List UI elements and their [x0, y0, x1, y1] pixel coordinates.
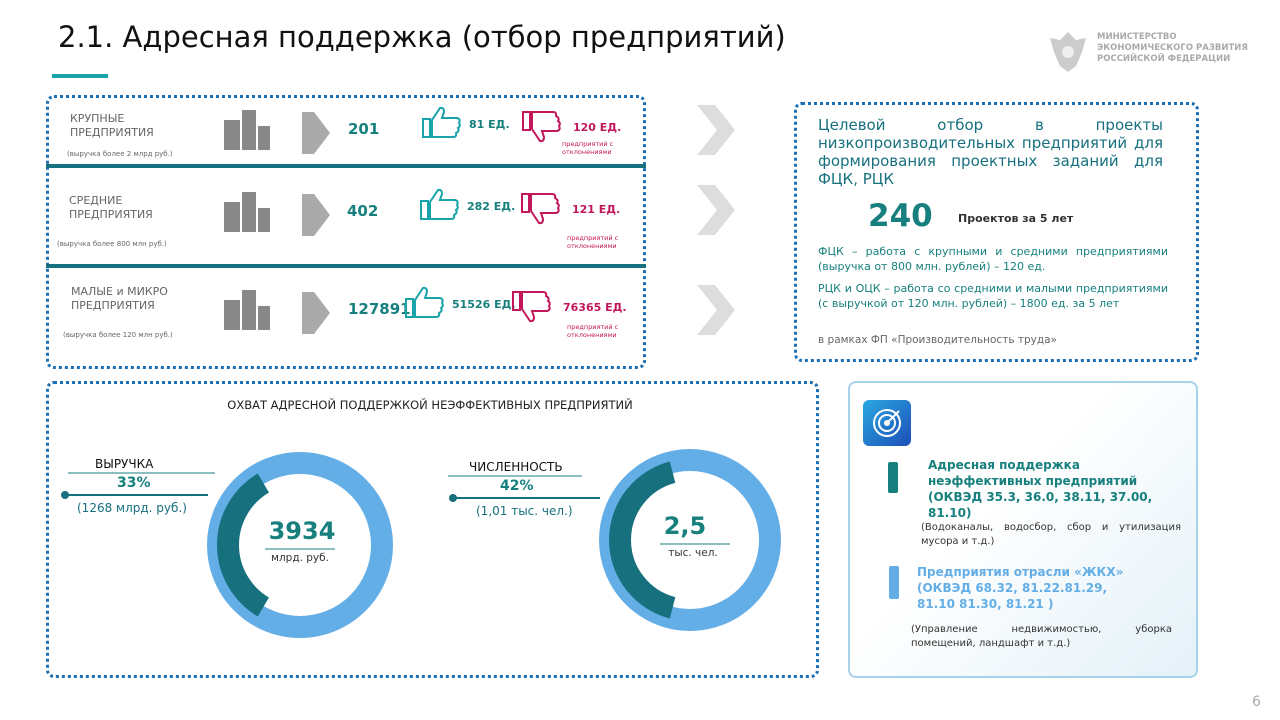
- donut-total: 3934: [268, 517, 336, 545]
- coverage-box: [46, 381, 819, 678]
- icon-shape: [420, 188, 459, 220]
- building-icon: [224, 192, 270, 232]
- arrow-icon: [302, 112, 330, 154]
- icon: [521, 193, 560, 225]
- pointer-dot: [61, 491, 69, 499]
- building: [224, 192, 270, 232]
- arrow: [302, 112, 330, 154]
- thumb-up: [422, 106, 461, 138]
- groups-box: [46, 95, 646, 369]
- donut-detail: (1268 млрд. руб.): [77, 501, 187, 515]
- group-note: (выручка более 800 млн руб.): [57, 240, 167, 248]
- icon-shape: [422, 106, 461, 138]
- rejected-note: предприятий с отклонениями: [562, 140, 614, 156]
- approved: 282 ЕД.: [467, 200, 516, 213]
- donut-label: ВЫРУЧКА: [95, 457, 154, 471]
- target-box: [794, 102, 1199, 362]
- building-icon: [224, 290, 270, 330]
- icon: [522, 111, 561, 143]
- donuts: [61, 449, 781, 638]
- icon-shape: [522, 111, 561, 143]
- target-paragraph: ФЦК – работа с крупными и средними предп…: [818, 245, 1168, 273]
- ministry-line: ЭКОНОМИЧЕСКОГО РАЗВИТИЯ: [1097, 43, 1248, 53]
- arrow: [302, 292, 330, 334]
- thumb-down: [512, 291, 551, 323]
- donut-segment: [609, 461, 676, 619]
- donut-detail: (1,01 тыс. чел.): [476, 504, 573, 518]
- ministry-line: МИНИСТЕРСТВО: [1097, 32, 1177, 42]
- icon-shape: [512, 291, 551, 323]
- group-note: (выручка более 120 млн руб.): [63, 331, 173, 339]
- target-footnote: в рамках ФП «Производительность труда»: [818, 334, 1057, 346]
- donut-segment: [217, 473, 270, 617]
- pointer-dot: [449, 494, 457, 502]
- group-name: СРЕДНИЕ ПРЕДПРИЯТИЯ: [69, 194, 153, 221]
- icon-shape: [405, 286, 444, 318]
- thumb-down: [522, 111, 561, 143]
- donut-unit: млрд. руб.: [271, 552, 329, 564]
- icon-shape: [521, 193, 560, 225]
- target-text: Целевой отбор в проекты низкопроизводите…: [818, 116, 1163, 188]
- rejected-note: предприятий с отклонениями: [567, 323, 619, 339]
- icon: [422, 106, 461, 138]
- donut-total: 2,5: [663, 512, 707, 540]
- coverage-title: ОХВАТ АДРЕСНОЙ ПОДДЕРЖКОЙ НЕЭФФЕКТИВНЫХ …: [227, 398, 633, 412]
- legend-title: Адресная поддержка неэффективных предпри…: [928, 458, 1153, 520]
- donut-share: 42%: [500, 478, 534, 494]
- group-total: 402: [347, 202, 379, 220]
- ministry-line: РОССИЙСКОЙ ФЕДЕРАЦИИ: [1097, 54, 1231, 64]
- building-icon: [224, 110, 270, 150]
- legend-bar: [889, 566, 899, 599]
- group-total: 127891: [348, 300, 411, 318]
- building: [224, 110, 270, 150]
- thumb-down: [521, 193, 560, 225]
- target-count-label: Проектов за 5 лет: [958, 212, 1074, 225]
- group-name: МАЛЫЕ и МИКРО ПРЕДПРИЯТИЯ: [71, 285, 168, 312]
- thumb-up: [405, 286, 444, 318]
- legend-note: (Управление недвижимостью, уборка помеще…: [911, 624, 1172, 649]
- building: [224, 290, 270, 330]
- approved: 51526 ЕД.: [452, 298, 516, 311]
- donut-label: ЧИСЛЕННОСТЬ: [469, 460, 563, 474]
- separator: [46, 164, 646, 168]
- icon: [512, 291, 551, 323]
- donut-share: 33%: [117, 475, 151, 491]
- rejected-note: предприятий с отклонениями: [567, 234, 619, 250]
- ministry: МИНИСТЕРСТВО ЭКОНОМИЧЕСКОГО РАЗВИТИЯ РОССИ…: [1097, 32, 1248, 65]
- rejected: 120 ЕД.: [573, 121, 622, 134]
- legend-note: (Водоканалы, водосбор, сбор и утилизация…: [921, 522, 1181, 547]
- title-underline: [52, 74, 108, 78]
- approved: 81 ЕД.: [469, 118, 510, 131]
- legend-bar: [888, 462, 898, 493]
- legend-title: Предприятия отрасли «ЖКХ» (ОКВЭД 68.32, …: [917, 565, 1124, 611]
- emblem: [1050, 32, 1086, 72]
- icon: [420, 188, 459, 220]
- page-number: 6: [1252, 694, 1261, 710]
- donut-unit: тыс. чел.: [668, 547, 718, 559]
- title: 2.1. Адресная поддержка (отбор предприят…: [58, 20, 786, 54]
- group-name: КРУПНЫЕ ПРЕДПРИЯТИЯ: [70, 112, 154, 139]
- target-count: 240: [868, 198, 933, 234]
- separator: [46, 264, 646, 268]
- target-paragraph: РЦК и ОЦК – работа со средними и малыми …: [818, 282, 1168, 310]
- thumb-up: [420, 188, 459, 220]
- arrow: [302, 194, 330, 236]
- group-note: (выручка более 2 млрд руб.): [67, 150, 173, 158]
- arrow-icon: [302, 292, 330, 334]
- rejected: 76365 ЕД.: [563, 301, 627, 314]
- arrow-icon: [302, 194, 330, 236]
- icon: [405, 286, 444, 318]
- target-icon: [863, 400, 911, 446]
- arrows: [697, 105, 735, 335]
- group-total: 201: [348, 120, 380, 138]
- rejected: 121 ЕД.: [572, 203, 621, 216]
